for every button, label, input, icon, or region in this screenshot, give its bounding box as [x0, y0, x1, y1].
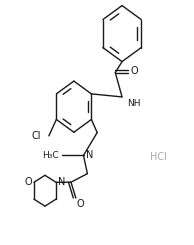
Text: HCl: HCl: [150, 152, 167, 162]
Text: N: N: [86, 150, 94, 160]
Text: NH: NH: [127, 99, 140, 108]
Text: O: O: [131, 66, 138, 76]
Text: O: O: [24, 177, 32, 187]
Text: H₃C: H₃C: [42, 151, 58, 160]
Text: Cl: Cl: [32, 131, 41, 141]
Text: O: O: [77, 199, 84, 209]
Text: N: N: [58, 177, 65, 187]
